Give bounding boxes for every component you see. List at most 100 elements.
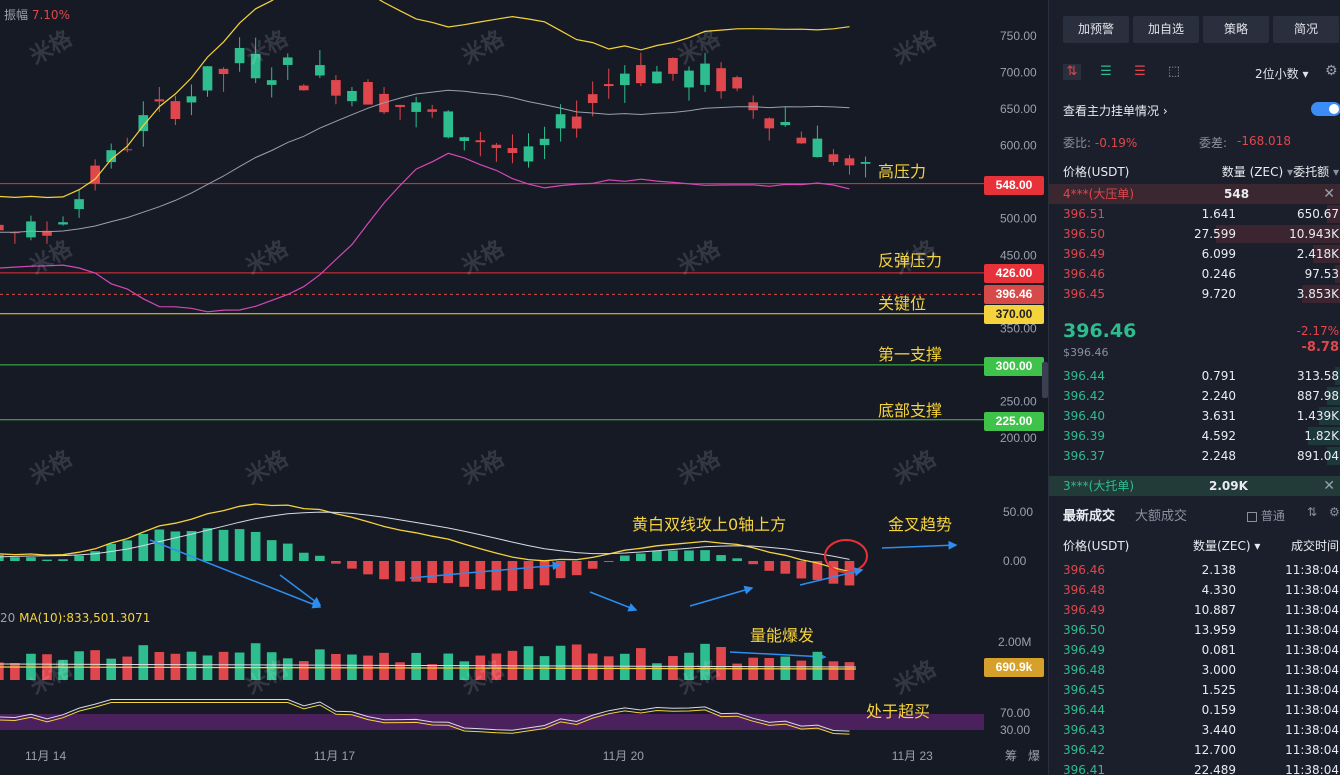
close-icon[interactable]: ✕ [1323,186,1335,202]
close-icon[interactable]: ✕ [1323,478,1335,494]
volume-bar [491,653,502,680]
trade-qty: 3.000 [1201,663,1236,677]
chart-pane[interactable]: 750.00700.00650.00600.00550.00500.00450.… [0,0,1048,775]
decimals-select[interactable]: 2位小数 ▾ [1255,65,1309,82]
main-orders-row: 查看主力挂单情况 › [1063,102,1340,118]
bid-row[interactable]: 396.40 3.631 1.439K [1063,406,1340,426]
normal-checkbox[interactable] [1247,511,1257,522]
strategy-button[interactable]: 策略 [1203,16,1269,43]
depth-bar [1327,387,1340,405]
macd-bar [523,561,534,589]
candle-body [315,65,325,76]
ratio-label: 委比: [1063,136,1092,150]
macd-bar [571,561,582,576]
macd-bar [796,561,807,579]
price-label-370: 370.00 [984,305,1044,324]
trade-row: 396.49 10.887 11:38:04 [1063,600,1340,620]
macd-dif-line [0,503,850,573]
volume-bar [796,660,807,680]
add-alert-button[interactable]: 加预警 [1063,16,1129,43]
asks-view-icon[interactable]: ☰ [1134,64,1146,79]
macd-bar [282,543,293,561]
macd-bar [0,555,4,561]
big-bid-label: 3***(大托单) [1063,479,1134,493]
macd-bar [411,561,421,582]
bids-view-icon[interactable]: ☰ [1100,64,1112,79]
trade-price: 396.45 [1063,683,1105,697]
trade-price: 396.48 [1063,583,1105,597]
ma-indicator: 20 MA(10):833,501.3071 [0,611,150,625]
big-bid-band: 3***(大托单) 2.09K ✕ [1049,476,1340,496]
trade-row: 396.43 3.440 11:38:04 [1063,720,1340,740]
bid-row[interactable]: 396.42 2.240 887.98 [1063,386,1340,406]
settings-icon[interactable]: ⚙ [1325,63,1338,79]
ratio-row: 委比: -0.19% 委差: -168.018 [1063,134,1340,150]
macd-bar [298,552,309,561]
col-total-wrap[interactable]: 委托额 ▾ [1293,162,1339,182]
panel-splitter-handle[interactable] [1042,362,1048,398]
candle-body [443,111,454,138]
price-chart[interactable]: 750.00700.00650.00600.00550.00500.00450.… [0,0,1048,775]
candle-body [844,158,855,166]
ask-row[interactable]: 396.46 0.246 97.53 [1063,264,1340,284]
trade-col-qty-wrap[interactable]: 数量(ZEC) ▾ [1193,536,1260,556]
order-price: 396.40 [1063,409,1105,423]
macd-bar [347,561,357,569]
bid-row[interactable]: 396.39 4.592 1.82K [1063,426,1340,446]
volume-bar [395,662,405,680]
trade-qty: 12.700 [1194,743,1236,757]
macd-bar [170,531,181,561]
chevron-down-icon: ▾ [1332,165,1339,179]
volume-label: 690.9k [984,658,1044,677]
tab-large-trades[interactable]: 大额成交 [1135,509,1188,524]
ask-row[interactable]: 396.50 27.599 10.943K [1063,224,1340,244]
filter-icon[interactable]: ⇅ [1307,505,1318,519]
candle-body [42,230,52,236]
trade-row: 396.46 2.138 11:38:04 [1063,560,1340,580]
candle-body [122,149,133,151]
macd-bar [812,561,823,580]
trade-row: 396.45 1.525 11:38:04 [1063,680,1340,700]
candle-body [668,57,678,74]
overview-button[interactable]: 简况 [1273,16,1339,43]
last-price: 396.46 [1063,320,1137,342]
ask-row[interactable]: 396.45 9.720 3.853K [1063,284,1340,304]
ratio-value: -0.19% [1094,136,1138,150]
main-orders-toggle[interactable] [1311,102,1340,116]
boll-upper-line [0,0,850,199]
trade-time: 11:38:04 [1285,643,1339,657]
normal-filter[interactable]: 普通 [1247,507,1285,524]
macd-bar [331,561,341,564]
trades-tabs: 最新成交 大额成交 普通 ⇅ ⚙ [1063,505,1340,525]
tab-latest-trades[interactable]: 最新成交 [1063,509,1116,524]
macd-bar [732,558,742,561]
price-tick-label: 700.00 [1000,66,1037,80]
add-watchlist-button[interactable]: 加自选 [1133,16,1199,43]
candle-body [282,57,293,65]
volume-bar [523,646,534,680]
depth-bar [1327,447,1340,465]
trade-qty: 4.330 [1201,583,1236,597]
both-sides-view-icon[interactable]: ⇅ [1063,64,1081,80]
ask-row[interactable]: 396.51 1.641 650.67 [1063,204,1340,224]
trade-row: 396.42 12.700 11:38:04 [1063,740,1340,760]
settings-icon[interactable]: ⚙ [1329,505,1340,519]
col-qty-wrap[interactable]: 数量 (ZEC) ▾ [1222,162,1293,182]
bid-row[interactable]: 396.37 2.248 891.04 [1063,446,1340,466]
price-tick-label: 750.00 [1000,29,1037,43]
trade-price: 396.44 [1063,703,1105,717]
candle-body [491,144,502,149]
volume-bar [411,652,421,680]
ask-row[interactable]: 396.49 6.099 2.418K [1063,244,1340,264]
change-pct: -2.17% [1296,324,1339,338]
volume-bar [812,651,823,680]
amplitude-indicator: 振幅 7.10% [4,6,70,23]
trade-price: 396.48 [1063,663,1105,677]
macd-bar [716,555,726,561]
volume-bar [331,654,341,680]
macd-dea-line [0,511,850,560]
bid-row[interactable]: 396.44 0.791 313.58 [1063,366,1340,386]
expand-icon[interactable]: ⬚ [1167,64,1181,79]
trade-row: 396.49 0.081 11:38:04 [1063,640,1340,660]
volume-bar [106,658,117,680]
